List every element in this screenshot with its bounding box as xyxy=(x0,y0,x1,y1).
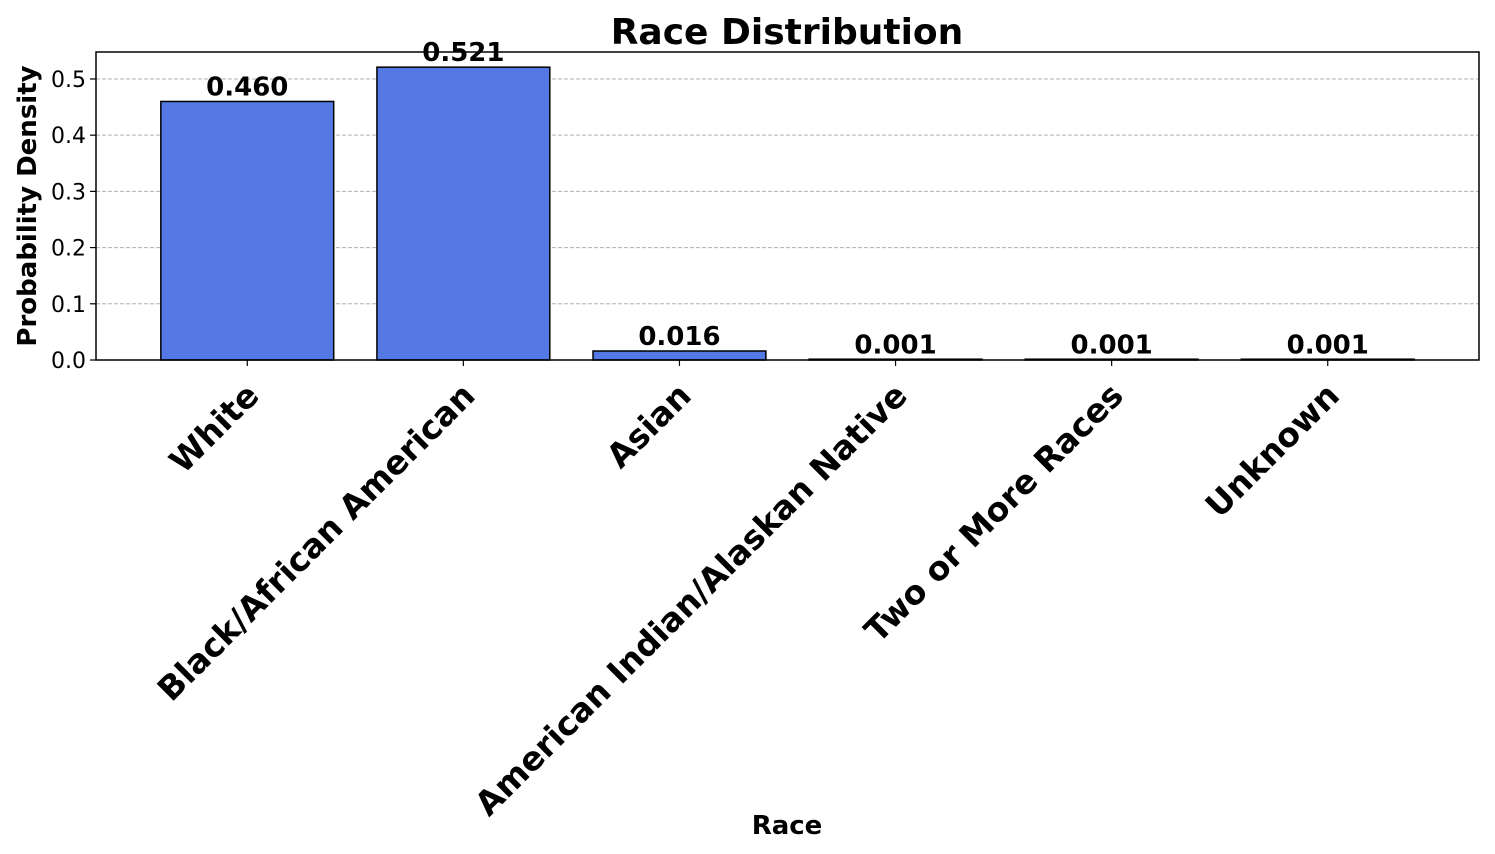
data-label: 0.460 xyxy=(206,72,288,102)
data-labels: 0.460 0.521 0.016 0.001 0.001 0.001 xyxy=(206,38,1369,360)
y-tick-label: 0.5 xyxy=(51,68,86,93)
y-tick-label: 0.3 xyxy=(51,180,86,205)
x-tick-label: White xyxy=(162,376,267,481)
data-label: 0.001 xyxy=(1071,330,1153,360)
y-axis-label: Probability Density xyxy=(13,65,43,346)
data-label: 0.001 xyxy=(1287,330,1369,360)
x-axis-label: Race xyxy=(752,811,823,841)
y-axis-ticks: 0.0 0.1 0.2 0.3 0.4 0.5 xyxy=(51,68,96,374)
x-tick-label: American Indian/Alaskan Native xyxy=(467,376,915,824)
data-label: 0.001 xyxy=(854,330,936,360)
data-label: 0.016 xyxy=(638,322,720,352)
x-tick-label: Unknown xyxy=(1197,376,1346,525)
y-tick-label: 0.4 xyxy=(51,124,86,149)
bars xyxy=(160,66,1415,361)
y-tick-label: 0.0 xyxy=(51,349,86,374)
bar xyxy=(160,100,335,361)
y-tick-label: 0.2 xyxy=(51,237,86,262)
y-tick-label: 0.1 xyxy=(51,293,86,318)
chart-title: Race Distribution xyxy=(611,12,964,53)
bar xyxy=(592,350,767,361)
x-tick-label: Asian xyxy=(599,376,699,476)
data-label: 0.521 xyxy=(422,38,504,68)
bar xyxy=(376,66,551,361)
plot-frame xyxy=(95,51,1480,361)
